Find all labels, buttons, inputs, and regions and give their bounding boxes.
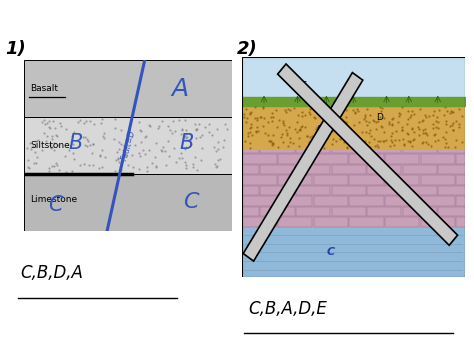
Bar bbox=[242, 228, 465, 277]
Polygon shape bbox=[243, 72, 363, 261]
Bar bbox=[403, 144, 437, 153]
Text: A: A bbox=[172, 77, 189, 101]
Bar bbox=[331, 165, 366, 174]
Bar bbox=[456, 154, 474, 164]
Bar bbox=[242, 175, 277, 185]
Bar bbox=[367, 144, 401, 153]
Bar bbox=[420, 175, 455, 185]
Bar bbox=[24, 60, 232, 117]
Bar bbox=[456, 175, 474, 185]
Polygon shape bbox=[278, 64, 457, 245]
Bar bbox=[438, 165, 473, 174]
Bar bbox=[314, 218, 348, 227]
Bar bbox=[260, 165, 294, 174]
Text: 2): 2) bbox=[237, 40, 258, 58]
Bar bbox=[260, 144, 294, 153]
Bar bbox=[438, 186, 473, 195]
Text: D: D bbox=[278, 194, 285, 203]
Bar bbox=[367, 207, 401, 216]
Bar bbox=[225, 207, 259, 216]
Bar bbox=[403, 207, 437, 216]
Text: Siltstone: Siltstone bbox=[30, 141, 70, 150]
Bar bbox=[403, 165, 437, 174]
Text: B: B bbox=[69, 133, 83, 153]
Bar bbox=[403, 186, 437, 195]
Bar bbox=[225, 165, 259, 174]
Text: D: D bbox=[376, 114, 383, 122]
Bar bbox=[242, 218, 277, 227]
Bar bbox=[314, 175, 348, 185]
Text: A: A bbox=[317, 125, 323, 135]
Bar bbox=[314, 196, 348, 206]
Bar bbox=[367, 165, 401, 174]
Text: Fault=D: Fault=D bbox=[120, 129, 137, 162]
Bar bbox=[278, 218, 312, 227]
Text: C: C bbox=[327, 247, 335, 257]
Bar bbox=[385, 154, 419, 164]
Bar bbox=[260, 186, 294, 195]
Text: B: B bbox=[390, 174, 397, 184]
Bar bbox=[438, 207, 473, 216]
Bar bbox=[420, 154, 455, 164]
Bar bbox=[331, 144, 366, 153]
Bar bbox=[278, 175, 312, 185]
Text: E: E bbox=[301, 81, 307, 91]
Bar bbox=[296, 144, 330, 153]
Bar bbox=[278, 154, 312, 164]
Bar bbox=[225, 186, 259, 195]
Bar bbox=[242, 196, 277, 206]
Text: C,B,D,A: C,B,D,A bbox=[20, 264, 83, 282]
Bar bbox=[349, 175, 383, 185]
Bar bbox=[24, 117, 232, 174]
Bar bbox=[225, 144, 259, 153]
Bar bbox=[367, 186, 401, 195]
Bar bbox=[260, 207, 294, 216]
Bar bbox=[278, 196, 312, 206]
Bar bbox=[349, 154, 383, 164]
Text: C: C bbox=[48, 195, 62, 215]
Text: Basalt: Basalt bbox=[30, 84, 58, 93]
Bar bbox=[456, 218, 474, 227]
Bar bbox=[438, 144, 473, 153]
Bar bbox=[349, 196, 383, 206]
Text: C,B,A,D,E: C,B,A,D,E bbox=[248, 300, 327, 318]
Bar bbox=[242, 106, 465, 150]
Bar bbox=[349, 218, 383, 227]
Text: 1): 1) bbox=[5, 40, 26, 58]
Bar bbox=[420, 196, 455, 206]
Bar bbox=[242, 150, 465, 228]
Bar bbox=[331, 207, 366, 216]
Bar bbox=[296, 165, 330, 174]
Bar bbox=[331, 186, 366, 195]
Bar bbox=[420, 218, 455, 227]
Bar bbox=[385, 218, 419, 227]
Bar bbox=[456, 196, 474, 206]
Bar bbox=[296, 207, 330, 216]
Bar bbox=[24, 174, 232, 231]
Bar bbox=[296, 186, 330, 195]
Text: Limestone: Limestone bbox=[30, 195, 77, 204]
Text: C: C bbox=[183, 192, 198, 212]
Bar bbox=[385, 196, 419, 206]
Bar bbox=[385, 175, 419, 185]
Bar bbox=[314, 154, 348, 164]
Text: B: B bbox=[179, 133, 193, 153]
Bar bbox=[242, 154, 277, 164]
